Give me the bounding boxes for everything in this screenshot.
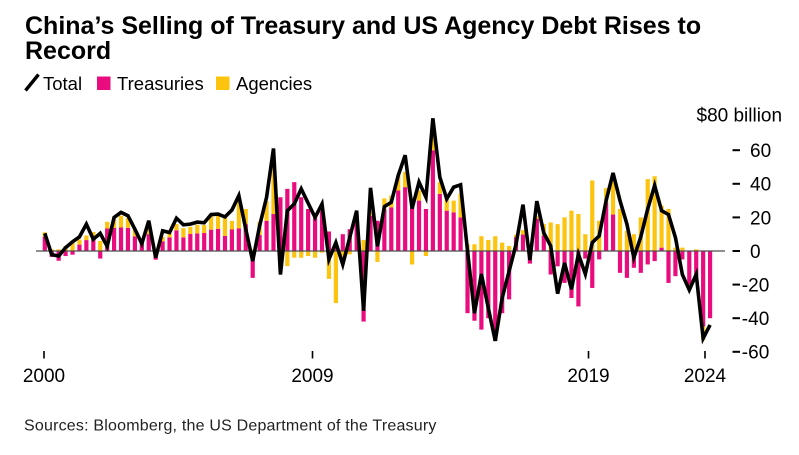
svg-text:-20: -20 — [742, 276, 769, 297]
svg-text:2000: 2000 — [23, 366, 65, 387]
svg-text:2024: 2024 — [684, 366, 727, 387]
svg-text:$80 billion: $80 billion — [697, 106, 783, 127]
svg-text:2009: 2009 — [291, 366, 333, 387]
svg-text:Total: Total — [43, 73, 82, 94]
svg-text:2019: 2019 — [567, 366, 609, 387]
svg-text:Sources: Bloomberg, the US Dep: Sources: Bloomberg, the US Department of… — [24, 418, 437, 435]
svg-text:Treasuries: Treasuries — [117, 73, 204, 94]
svg-text:Record: Record — [25, 37, 111, 65]
svg-text:-40: -40 — [742, 309, 769, 330]
svg-text:Agencies: Agencies — [236, 73, 312, 94]
svg-text:0: 0 — [750, 242, 761, 263]
svg-text:40: 40 — [750, 175, 771, 196]
svg-text:20: 20 — [750, 208, 771, 229]
svg-text:-60: -60 — [742, 343, 769, 364]
svg-text:60: 60 — [750, 141, 771, 162]
svg-text:China’s Selling of Treasury an: China’s Selling of Treasury and US Agenc… — [25, 12, 701, 40]
